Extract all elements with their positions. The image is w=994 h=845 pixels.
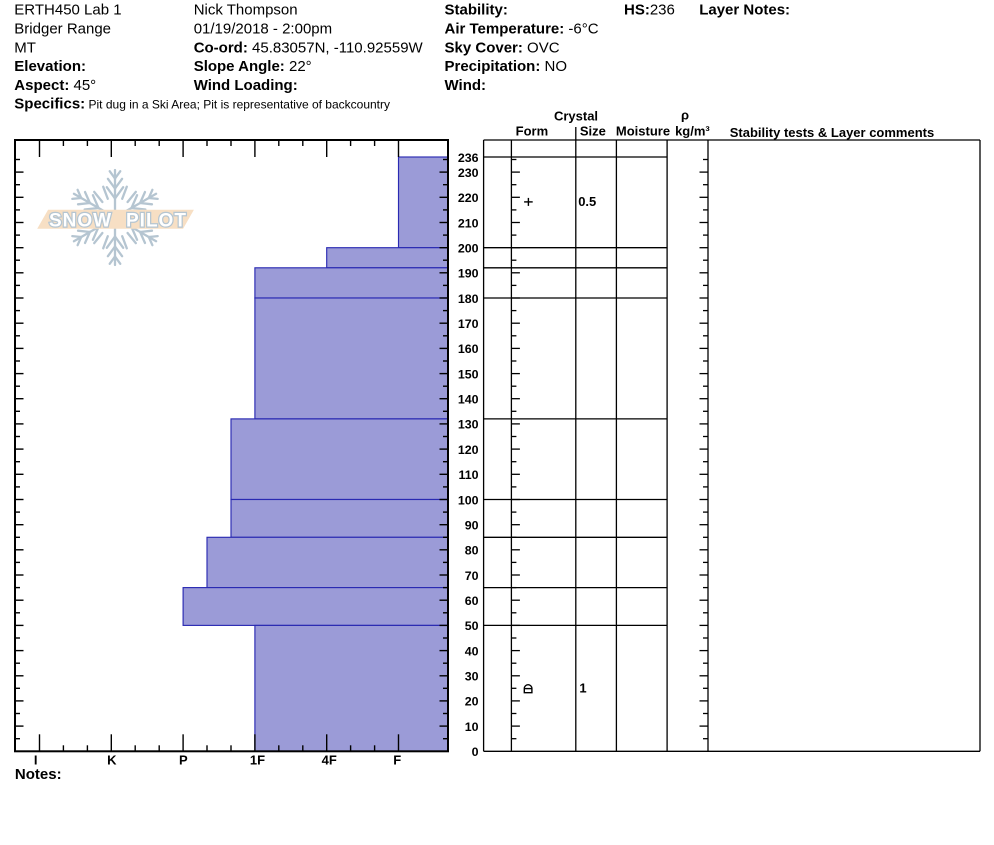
- svg-text:Precipitation: NO: Precipitation: NO: [445, 58, 568, 75]
- svg-text:210: 210: [458, 216, 479, 230]
- svg-text:180: 180: [458, 292, 479, 306]
- svg-text:80: 80: [465, 544, 479, 558]
- svg-text:100: 100: [458, 493, 479, 507]
- svg-text:140: 140: [458, 393, 479, 407]
- svg-text:Stability tests & Layer commen: Stability tests & Layer comments: [730, 125, 934, 140]
- svg-text:Co-ord: 45.83057N, -110.92559W: Co-ord: 45.83057N, -110.92559W: [194, 39, 424, 56]
- svg-text:50: 50: [465, 619, 479, 633]
- svg-text:I: I: [34, 753, 38, 768]
- svg-text:Stability:: Stability:: [445, 2, 508, 19]
- svg-text:90: 90: [465, 518, 479, 532]
- svg-text:Bridger Range: Bridger Range: [14, 21, 111, 38]
- svg-text:SNOW: SNOW: [49, 211, 112, 232]
- svg-text:70: 70: [465, 569, 479, 583]
- svg-text:200: 200: [458, 241, 479, 255]
- svg-text:Aspect: 45°: Aspect: 45°: [14, 77, 96, 94]
- svg-text:120: 120: [458, 443, 479, 457]
- svg-text:1F: 1F: [250, 753, 265, 768]
- svg-text:P: P: [179, 753, 188, 768]
- svg-text:Layer Notes:: Layer Notes:: [699, 2, 790, 19]
- svg-text:Notes:: Notes:: [15, 766, 62, 783]
- svg-text:4F: 4F: [322, 753, 337, 768]
- svg-text:Crystal: Crystal: [554, 109, 598, 124]
- svg-text:ρ: ρ: [681, 108, 689, 123]
- svg-text:ERTH450 Lab 1: ERTH450 Lab 1: [14, 2, 121, 19]
- svg-text:Air Temperature: -6°C: Air Temperature: -6°C: [445, 21, 599, 38]
- svg-text:Specifics: Pit dug in a Ski Ar: Specifics: Pit dug in a Ski Area; Pit is…: [14, 96, 390, 113]
- svg-text:Sky Cover: OVC: Sky Cover: OVC: [445, 39, 560, 56]
- svg-text:30: 30: [465, 670, 479, 684]
- svg-text:236: 236: [458, 151, 479, 165]
- svg-text:170: 170: [458, 317, 479, 331]
- svg-text:F: F: [393, 753, 401, 768]
- svg-text:220: 220: [458, 191, 479, 205]
- svg-text:10: 10: [465, 720, 479, 734]
- svg-text:01/19/2018 - 2:00pm: 01/19/2018 - 2:00pm: [194, 21, 332, 38]
- svg-text:Slope Angle: 22°: Slope Angle: 22°: [194, 58, 312, 75]
- svg-text:Elevation:: Elevation:: [14, 58, 86, 75]
- svg-text:40: 40: [465, 644, 479, 658]
- svg-text:Moisture: Moisture: [616, 123, 670, 138]
- svg-text:130: 130: [458, 418, 479, 432]
- svg-text:MT: MT: [14, 39, 36, 56]
- svg-text:Size: Size: [580, 123, 606, 138]
- svg-text:0: 0: [472, 745, 479, 759]
- svg-text:HS:236: HS:236: [624, 2, 675, 19]
- svg-text:kg/m³: kg/m³: [675, 123, 710, 138]
- svg-text:0.5: 0.5: [578, 194, 596, 209]
- svg-text:190: 190: [458, 267, 479, 281]
- svg-text:150: 150: [458, 367, 479, 381]
- svg-text:1: 1: [579, 681, 586, 696]
- svg-text:230: 230: [458, 166, 479, 180]
- svg-text:20: 20: [465, 695, 479, 709]
- svg-text:Wind Loading:: Wind Loading:: [194, 77, 298, 94]
- svg-text:Nick Thompson: Nick Thompson: [194, 2, 298, 19]
- svg-text:Form: Form: [516, 123, 549, 138]
- svg-text:Wind:: Wind:: [445, 77, 487, 94]
- svg-text:60: 60: [465, 594, 479, 608]
- svg-text:K: K: [107, 753, 117, 768]
- svg-text:160: 160: [458, 342, 479, 356]
- svg-text:PILOT: PILOT: [126, 211, 187, 232]
- svg-text:110: 110: [459, 468, 479, 482]
